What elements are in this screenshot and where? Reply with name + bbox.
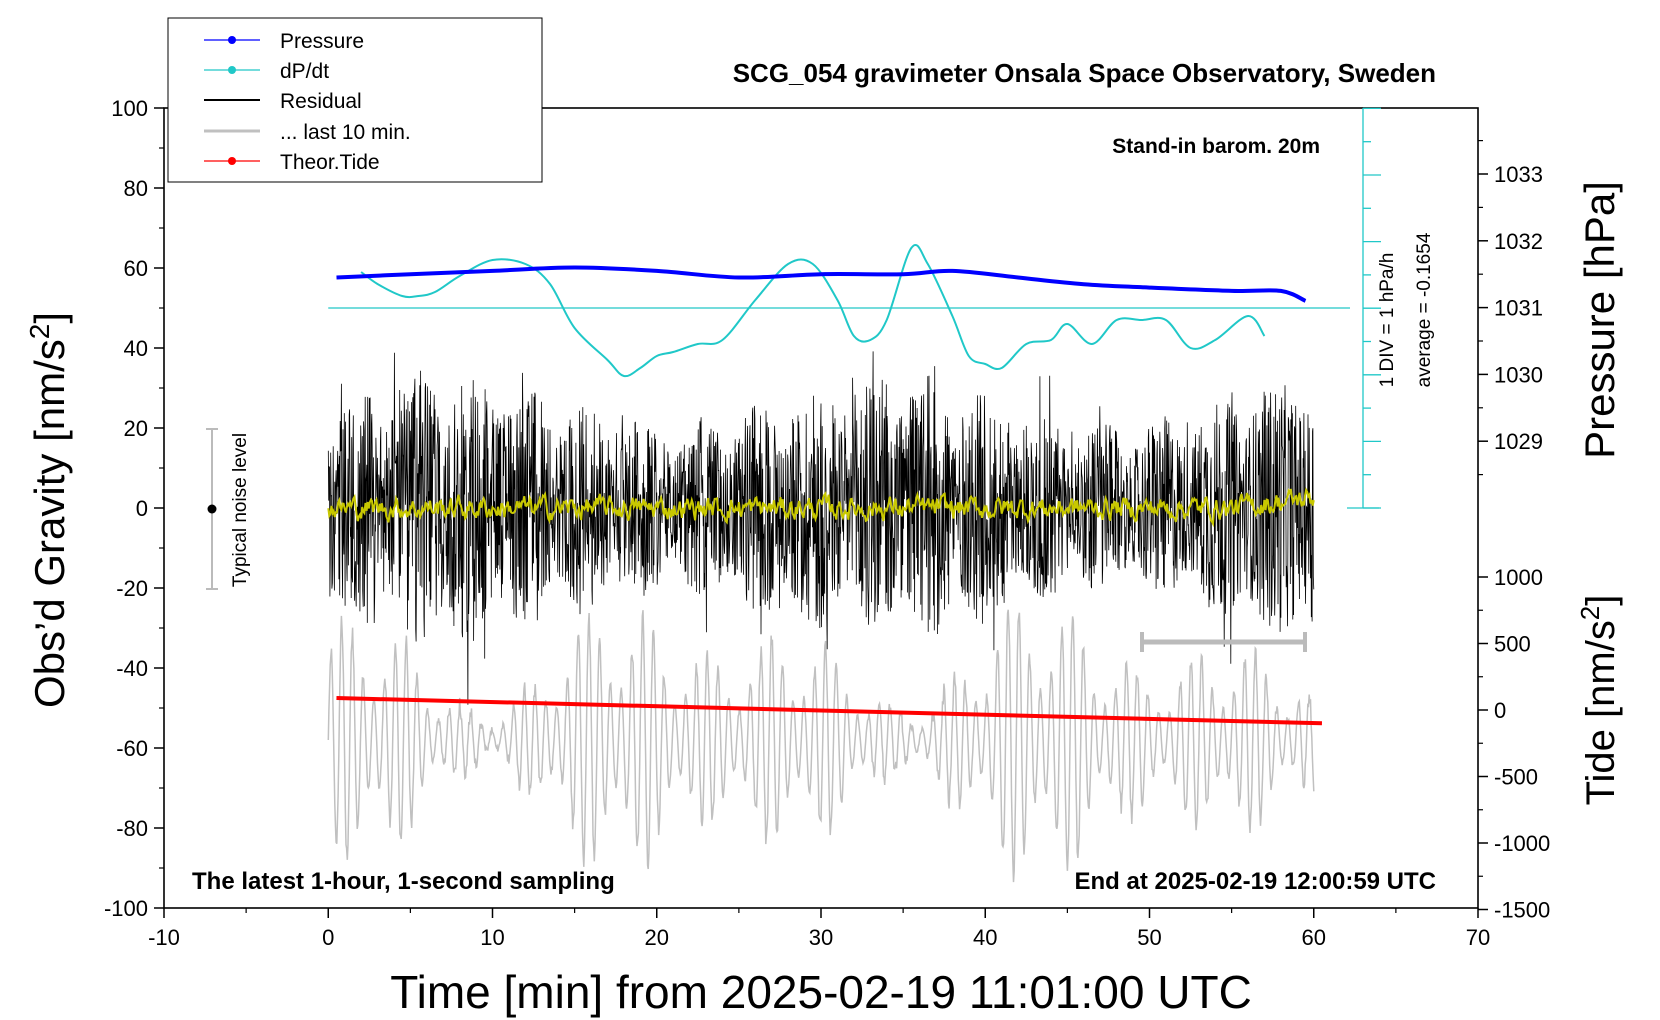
- tide-tick-label: 1000: [1494, 565, 1543, 590]
- x-tick-label: 70: [1466, 925, 1490, 950]
- y-tick-label: -20: [116, 576, 148, 601]
- legend-label-pressure: Pressure: [280, 30, 364, 53]
- y-tick-label: 100: [111, 96, 148, 121]
- x-tick-label: 0: [322, 925, 334, 950]
- pressure-tick-label: 1030: [1494, 362, 1543, 387]
- tide-tick-label: 0: [1494, 698, 1506, 723]
- y-tick-label: 60: [124, 256, 148, 281]
- y-tick-label: 80: [124, 176, 148, 201]
- smoothed-residual-line: [327, 487, 1315, 528]
- legend-label-dpdt: dP/dt: [280, 60, 329, 83]
- tide-tick-label: -1000: [1494, 831, 1550, 856]
- tide-axis-label: Tide [nm/s2]: [1575, 595, 1623, 806]
- barometer-note: Stand-in barom. 20m: [1112, 135, 1320, 158]
- y-tick-label: -40: [116, 656, 148, 681]
- tide-tick-label: 500: [1494, 632, 1531, 657]
- pressure-tick-label: 1033: [1494, 162, 1543, 187]
- y-tick-label: -100: [104, 896, 148, 921]
- pressure-tick-label: 1029: [1494, 429, 1543, 454]
- pressure-line: [336, 265, 1307, 303]
- tide-tick-label: -1500: [1494, 898, 1550, 923]
- x-tick-label: 60: [1302, 925, 1326, 950]
- residual-line: [327, 351, 1315, 705]
- x-tick-label: 40: [973, 925, 997, 950]
- pressure-tick-label: 1032: [1494, 229, 1543, 254]
- legend: Pressure dP/dt Residual ... last 10 min.…: [167, 17, 543, 183]
- noise-level-indicator: Typical noise level: [206, 428, 251, 590]
- dpdt-line: [360, 243, 1266, 378]
- legend-item-last-10-min: ... last 10 min.: [204, 121, 411, 144]
- legend-label-theor-tide: Theor.Tide: [280, 151, 380, 174]
- y-tick-label: -60: [116, 736, 148, 761]
- legend-item-theor-tide: Theor.Tide: [204, 151, 380, 174]
- chart-title: SCG_054 gravimeter Onsala Space Observat…: [733, 58, 1436, 88]
- legend-item-dpdt: dP/dt: [204, 60, 329, 83]
- last-10-min-line: [327, 609, 1315, 883]
- legend-label-last-10-min: ... last 10 min.: [280, 121, 411, 144]
- theor-tide-line: [336, 696, 1323, 726]
- y-tick-label: 40: [124, 336, 148, 361]
- tide-tick-label: -500: [1494, 765, 1538, 790]
- ticks-layer: -10 0 10 20 30 40 50 60 70100806040200-20-40-60-…: [104, 96, 1550, 950]
- y-tick-label: 0: [136, 496, 148, 521]
- legend-label-residual: Residual: [280, 90, 362, 113]
- x-tick-label: 50: [1137, 925, 1161, 950]
- noise-level-label: Typical noise level: [230, 433, 251, 587]
- x-tick-label: -10: [148, 925, 180, 950]
- series-layer: [327, 243, 1350, 883]
- pressure-tick-label: 1031: [1494, 296, 1543, 321]
- dpdt-scale-note: 1 DIV = 1 hPa/h: [1377, 253, 1398, 388]
- bottom-left-note: The latest 1-hour, 1-second sampling: [192, 868, 615, 895]
- dpdt-average-note: average = -0.1654: [1414, 232, 1435, 387]
- x-tick-label: 30: [809, 925, 833, 950]
- legend-item-residual: Residual: [204, 90, 362, 113]
- pressure-axis-label: Pressure [hPa]: [1576, 181, 1623, 459]
- x-tick-label: 10: [480, 925, 504, 950]
- last-10-min-marker: [1140, 632, 1307, 652]
- y-tick-label: -80: [116, 816, 148, 841]
- legend-item-pressure: Pressure: [204, 30, 364, 53]
- y-axis-label: Obs’d Gravity [nm/s2]: [24, 312, 74, 708]
- bottom-right-note: End at 2025-02-19 12:00:59 UTC: [1075, 868, 1437, 895]
- y-tick-label: 20: [124, 416, 148, 441]
- x-axis-label: Time [min] from 2025-02-19 11:01:00 UTC: [390, 966, 1252, 1018]
- x-tick-label: 20: [645, 925, 669, 950]
